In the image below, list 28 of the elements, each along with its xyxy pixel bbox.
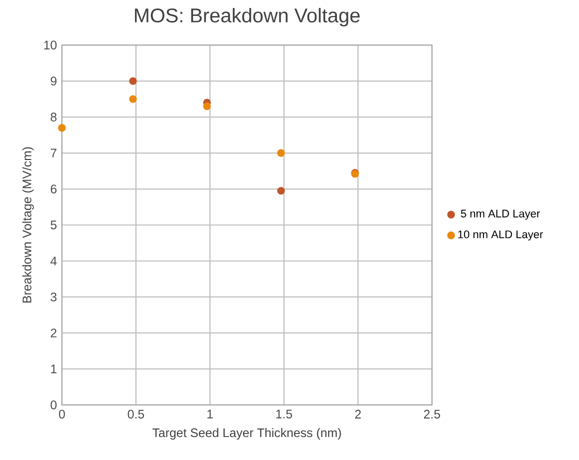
point	[129, 95, 137, 103]
point	[203, 102, 211, 110]
x-tick-label: 1.5	[276, 410, 292, 419]
legend-label: 5 nm ALD Layer	[460, 210, 540, 220]
point	[58, 124, 66, 132]
point	[277, 187, 285, 195]
y-tick-label: 1	[51, 364, 56, 374]
y-tick-label: 0	[50, 400, 57, 410]
y-tick-label: 9	[50, 76, 56, 86]
y-tick-label: 10	[44, 40, 57, 50]
y-tick-label: 2	[50, 328, 56, 338]
y-tick-label: 3	[50, 292, 57, 302]
y-tick-label: 5	[50, 220, 57, 230]
point	[277, 149, 285, 157]
y-tick-label: 4	[50, 256, 57, 266]
point	[129, 77, 137, 86]
y-tick-label: 7	[50, 148, 56, 158]
x-tick-label: 0	[58, 410, 65, 419]
y-axis-title: Breakdown Voltage (MV/cm)	[22, 147, 34, 303]
legend-label: 10 nm ALD Layer	[458, 230, 543, 241]
y-tick-label: 6	[50, 184, 57, 194]
chart-title: MOS: Breakdown Voltage	[135, 8, 360, 27]
x-tick-label: 2	[355, 410, 361, 419]
x-tick-label: 2.5	[424, 410, 440, 419]
x-axis-title: Target Seed Layer Thickness (nm)	[152, 428, 341, 440]
y-tick-label: 8	[50, 112, 57, 122]
x-tick-label: 0.5	[128, 410, 144, 419]
x-tick-label: 1	[207, 410, 213, 418]
